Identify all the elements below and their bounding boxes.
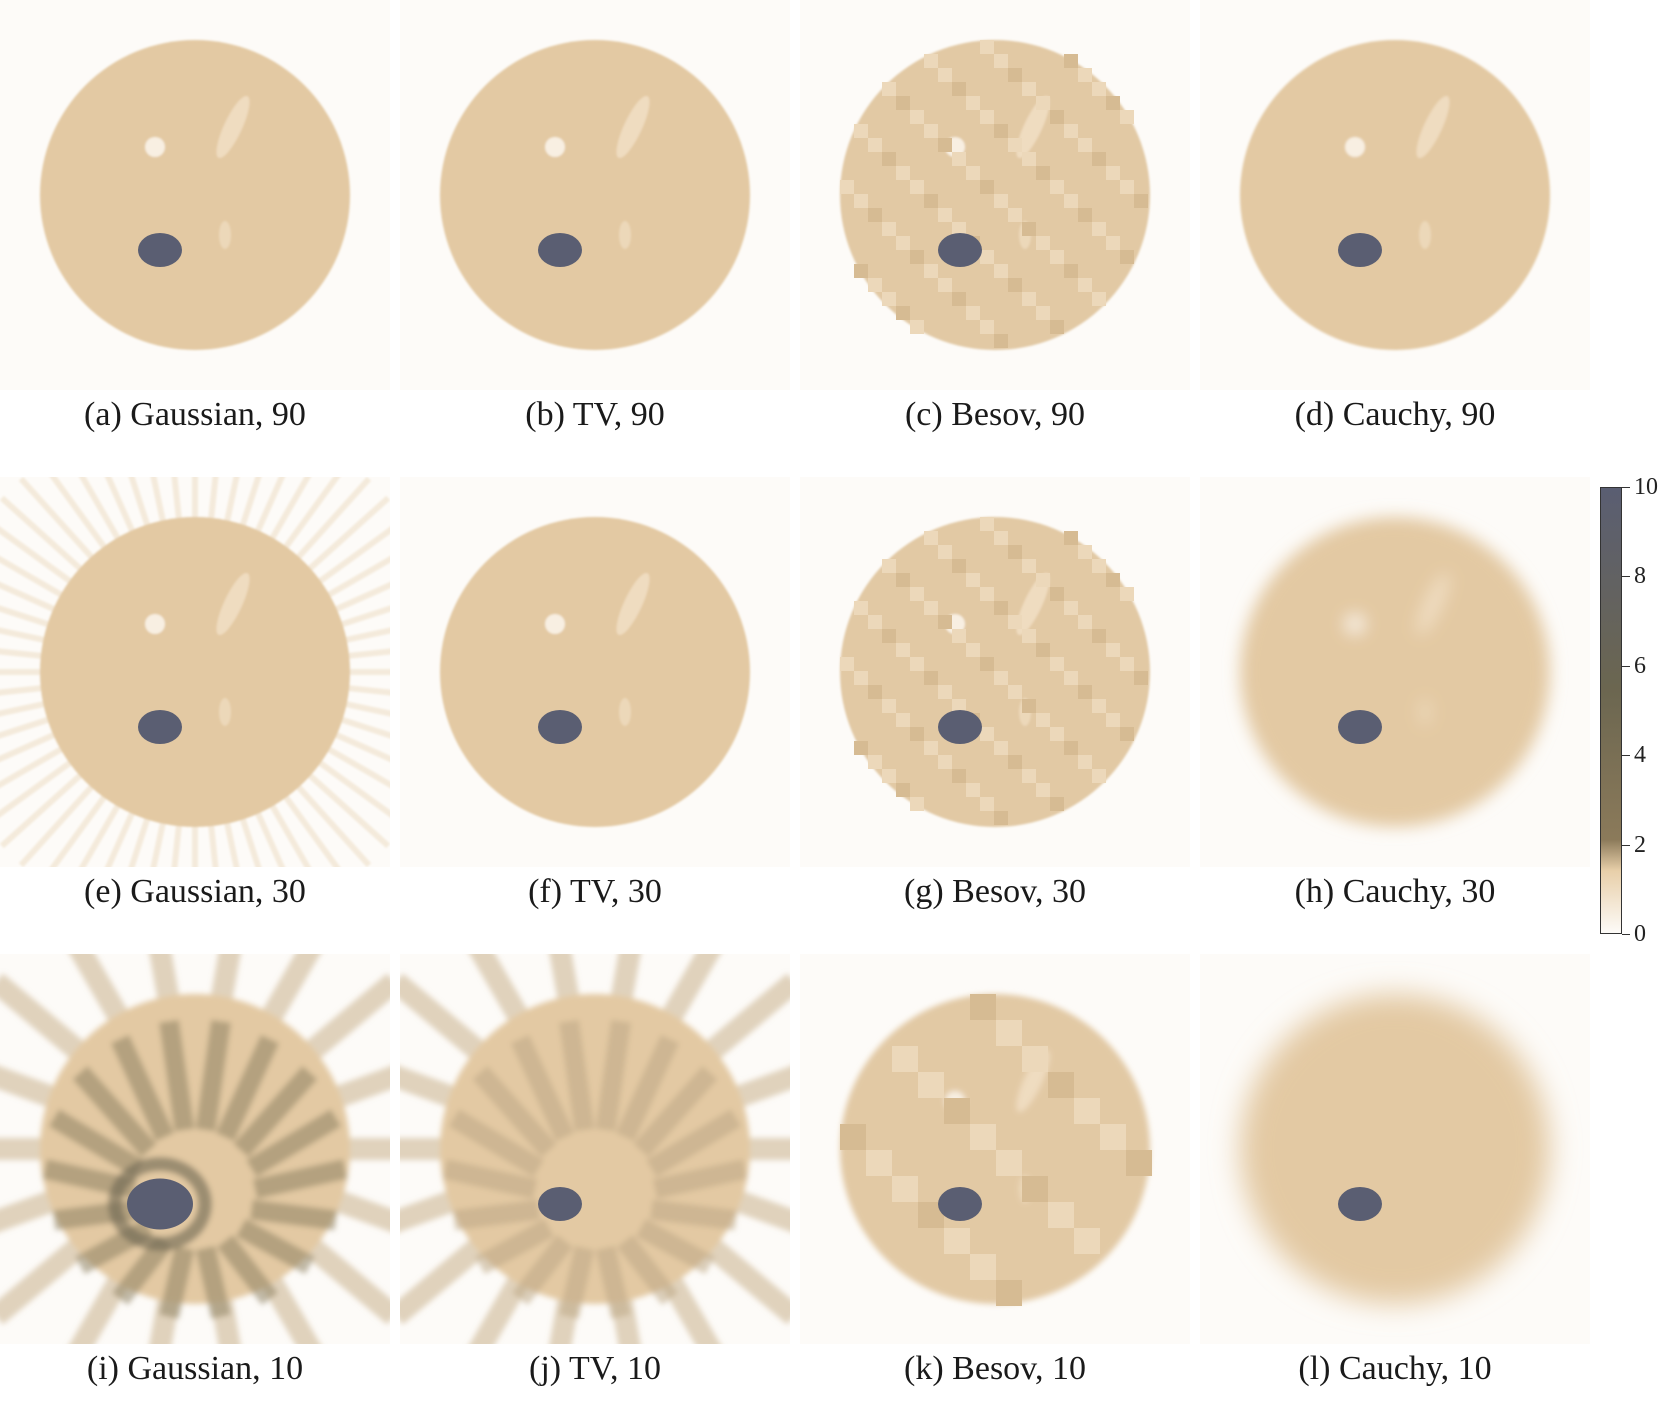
reconstruction-panel-i [0, 954, 390, 1344]
colorbar-tick [1622, 665, 1630, 667]
panel-caption-h: (h) Cauchy, 30 [1294, 873, 1496, 910]
phantom [0, 477, 390, 867]
panel-caption-j: (j) TV, 10 [529, 1350, 661, 1387]
colorbar [1600, 487, 1622, 934]
phantom [440, 40, 750, 350]
colorbar-tick-label: 6 [1634, 652, 1646, 679]
panel-caption-c: (c) Besov, 90 [904, 396, 1086, 433]
panel-caption-l: (l) Cauchy, 10 [1298, 1350, 1492, 1387]
colorbar-tick-label: 0 [1634, 921, 1646, 947]
panel-caption-f: (f) TV, 30 [528, 873, 662, 910]
colorbar-tick [1622, 487, 1630, 488]
panel-caption-i: (i) Gaussian, 10 [86, 1350, 304, 1387]
panel-caption-k: (k) Besov, 10 [904, 1350, 1086, 1387]
reconstruction-panel-j [400, 954, 790, 1344]
reconstruction-panel-g [800, 477, 1190, 867]
phantom [400, 954, 790, 1344]
reconstruction-panel-a [0, 0, 390, 390]
phantom [1240, 994, 1550, 1304]
colorbar-tick [1622, 576, 1630, 578]
phantom [40, 40, 350, 350]
reconstruction-panel-k [800, 954, 1190, 1344]
panel-caption-b: (b) TV, 90 [525, 396, 665, 433]
reconstruction-panel-h [1200, 477, 1590, 867]
colorbar-tick [1622, 844, 1630, 846]
reconstruction-panel-c [800, 0, 1190, 390]
panel-caption-e: (e) Gaussian, 30 [84, 873, 306, 910]
colorbar-tick-label: 10 [1634, 474, 1658, 500]
panel-caption-a: (a) Gaussian, 90 [84, 396, 306, 433]
colorbar-tick-label: 2 [1634, 831, 1646, 858]
reconstruction-panel-d [1200, 0, 1590, 390]
panel-caption-d: (d) Cauchy, 90 [1294, 396, 1496, 433]
colorbar-tick [1622, 934, 1630, 935]
colorbar-tick-label: 4 [1634, 742, 1646, 769]
reconstruction-panel-b [400, 0, 790, 390]
phantom [0, 954, 390, 1344]
phantom [440, 517, 750, 827]
reconstruction-panel-e [0, 477, 390, 867]
panel-caption-g: (g) Besov, 30 [904, 873, 1086, 910]
reconstruction-panel-l [1200, 954, 1590, 1344]
phantom [1240, 517, 1550, 827]
phantom [1240, 40, 1550, 350]
colorbar-tick-label: 8 [1634, 563, 1646, 590]
colorbar-tick [1622, 755, 1630, 757]
reconstruction-panel-f [400, 477, 790, 867]
